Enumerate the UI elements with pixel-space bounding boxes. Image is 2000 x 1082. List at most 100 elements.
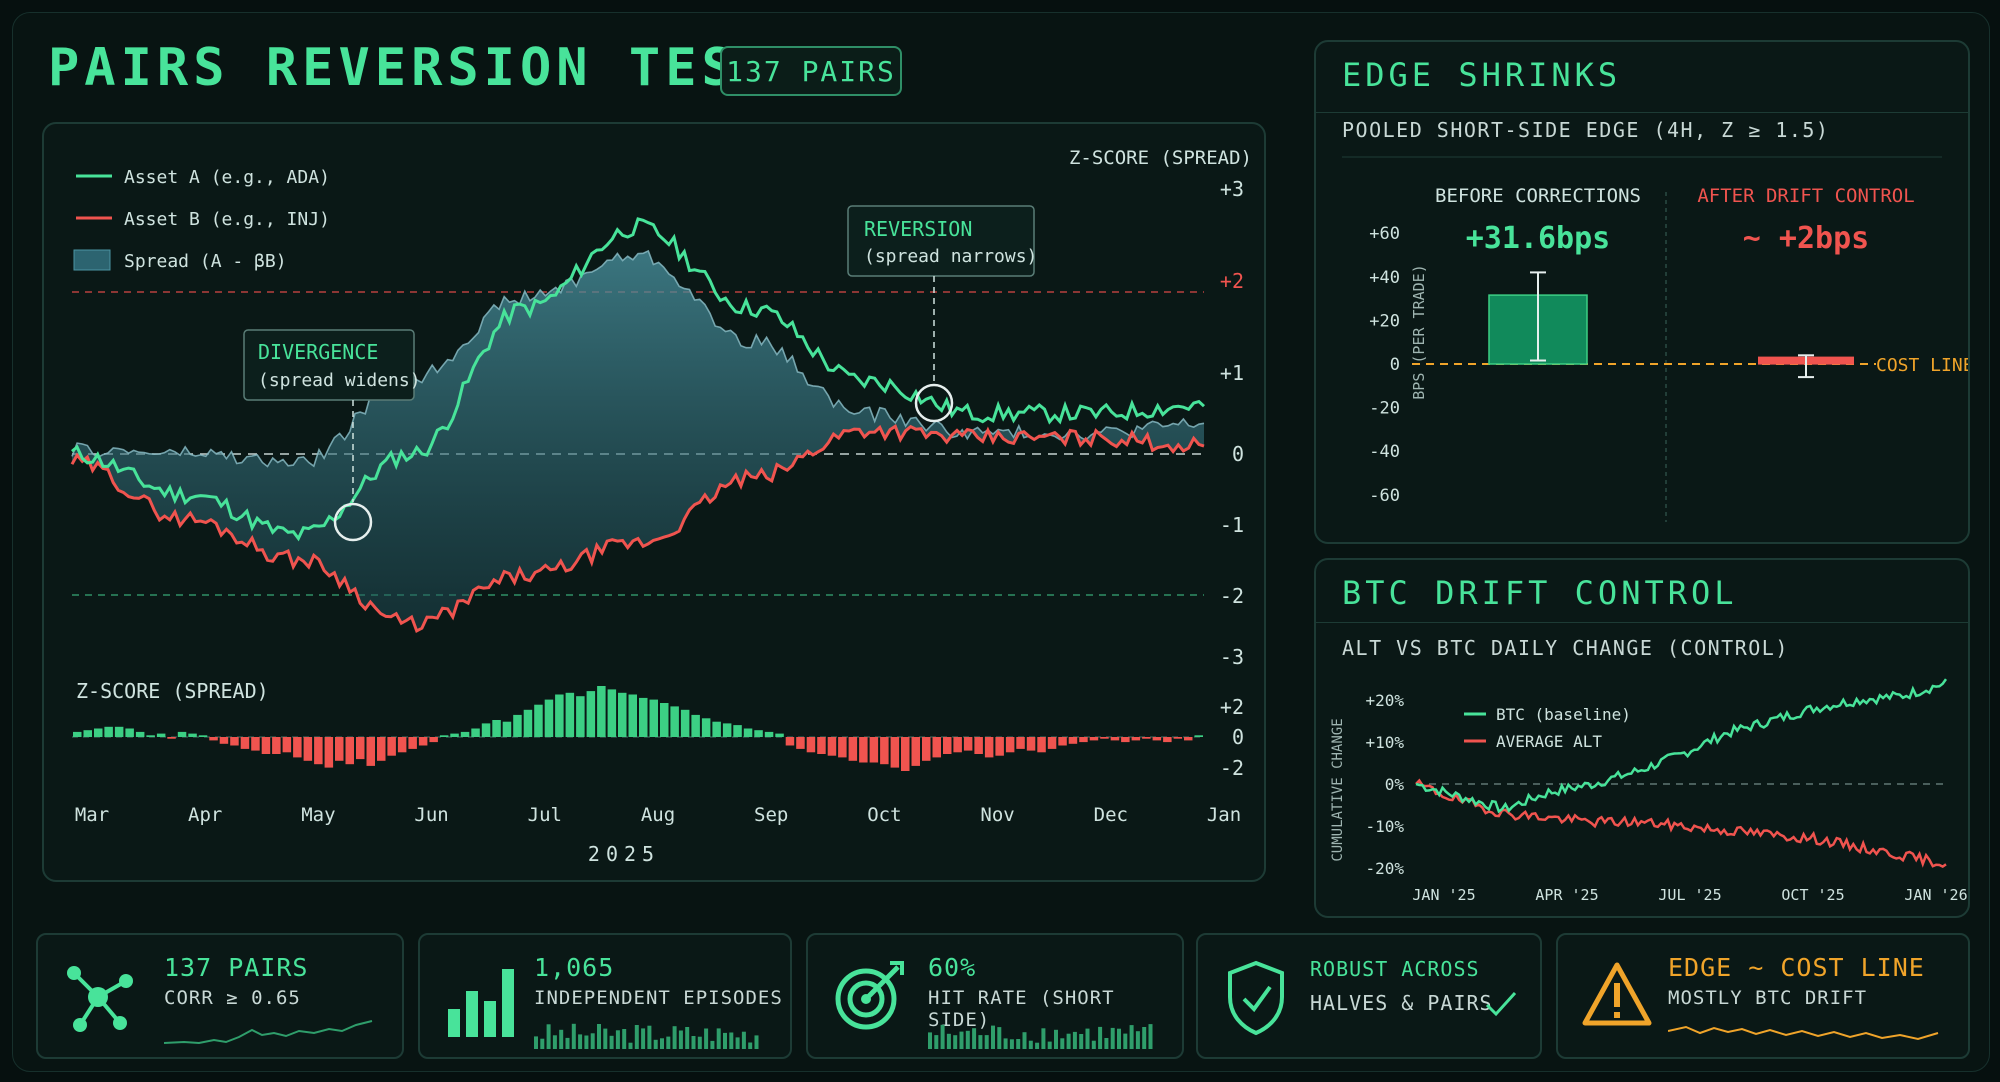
after-value: ~ +2bps (1743, 221, 1869, 256)
spark-bar (578, 1034, 583, 1049)
sub-bar (377, 737, 386, 761)
spark-bar (653, 1039, 658, 1049)
main-xtick: Aug (641, 804, 675, 826)
btc-ytick: -20% (1365, 859, 1404, 878)
sub-bar (460, 731, 470, 737)
edge-chart-svg: BPS (PER TRADE) +60 +40 +20 0 -20 -40 -60 BEFO… (1342, 156, 1968, 522)
sub-bar (261, 737, 271, 754)
sub-ytick-zero: 0 (1232, 725, 1244, 749)
sub-bar (146, 735, 155, 737)
spark-bar (991, 1025, 995, 1049)
sub-bar (335, 737, 344, 761)
sub-bar (439, 735, 449, 737)
btc-title-divider (1316, 622, 1968, 623)
spark-bar (1022, 1032, 1027, 1049)
spark-bar (672, 1026, 677, 1049)
tile-episodes-sparkbars (534, 1023, 759, 1049)
main-xtick: Oct (867, 804, 901, 826)
sub-bar (1131, 737, 1141, 741)
spark-bar (934, 1035, 939, 1049)
sub-bar (408, 737, 417, 749)
main-xtick: Jan (1207, 804, 1241, 826)
btc-ytick: 0% (1385, 775, 1405, 794)
edge-ytick: +40 (1369, 268, 1400, 288)
sub-bar (1089, 737, 1099, 741)
sub-bar (890, 737, 900, 768)
sub-bar (869, 737, 879, 763)
sub-bar (230, 737, 239, 746)
sub-bar (1037, 737, 1046, 753)
sub-bar (104, 726, 113, 737)
edge-ytick: 0 (1390, 355, 1400, 375)
sub-bar (471, 728, 480, 737)
sub-bar (1016, 737, 1025, 749)
ytick-plus3: +3 (1220, 177, 1244, 201)
main-xtick: Jun (414, 804, 448, 826)
ytick-minus2: -2 (1220, 584, 1244, 608)
sub-bar (83, 730, 92, 737)
reversion-sub: (spread narrows) (864, 246, 1037, 267)
tile-cost: EDGE ~ COST LINE MOSTLY BTC DRIFT (1556, 933, 1970, 1059)
sub-bar (827, 737, 837, 756)
pairs-badge: 137 PAIRS (720, 46, 902, 96)
spark-bar (965, 1030, 970, 1049)
edge-ytick: -60 (1369, 486, 1400, 506)
sub-bar (1152, 737, 1162, 741)
spark-bar (546, 1024, 551, 1049)
spread-line (71, 249, 1205, 468)
sub-bar (848, 737, 858, 761)
btc-xtick: OCT '25 (1781, 886, 1844, 904)
sub-bar (943, 737, 952, 754)
sub-bar (680, 709, 690, 737)
warning-icon (1582, 962, 1652, 1026)
edge-y-ticks: +60 +40 +20 0 -20 -40 -60 (1369, 224, 1400, 506)
sub-bar (775, 733, 784, 737)
before-value: +31.6bps (1466, 221, 1611, 256)
sub-bar (953, 737, 962, 753)
sub-bar (691, 714, 700, 737)
btc-xtick: JAN '26 (1904, 886, 1967, 904)
sub-bar (785, 737, 795, 746)
spark-bar (1098, 1026, 1103, 1049)
sub-bar (73, 731, 82, 737)
sub-bar (492, 720, 501, 737)
legend-spread: Spread (A - βB) (124, 251, 287, 272)
sub-bar (660, 703, 669, 737)
main-chart-panel: Asset A (e.g., ADA) Asset B (e.g., INJ) … (42, 122, 1266, 882)
sub-bar (303, 737, 313, 761)
tile-episodes: 1,065 INDEPENDENT EPISODES (418, 933, 792, 1059)
sub-bar (314, 737, 323, 765)
sub-bar (387, 737, 396, 756)
spark-bar (1047, 1041, 1052, 1049)
sub-bar (167, 737, 176, 739)
btc-xtick: JAN '25 (1412, 886, 1475, 904)
before-label: BEFORE CORRECTIONS (1435, 185, 1641, 207)
sub-bar (282, 737, 292, 753)
main-xtick: Jul (528, 804, 562, 826)
spark-bar (628, 1042, 633, 1049)
sub-bar (1173, 737, 1183, 739)
sub-chart-bars (73, 686, 1203, 771)
sub-bar (534, 704, 543, 737)
spark-bar (1085, 1028, 1090, 1049)
sub-bar (513, 714, 522, 737)
spark-bar (615, 1030, 620, 1049)
sub-bar (984, 737, 994, 758)
sub-bar (198, 735, 208, 737)
spark-bar (597, 1024, 601, 1049)
spark-bar (666, 1036, 671, 1049)
spark-bar (1041, 1028, 1046, 1049)
ytick-plus1: +1 (1220, 361, 1244, 385)
sub-bar (293, 737, 302, 758)
spark-bar (584, 1035, 589, 1049)
sub-bar (649, 699, 658, 737)
spark-bar (1054, 1029, 1058, 1049)
spark-bar (534, 1036, 538, 1049)
sub-bar (1026, 737, 1036, 751)
spark-bar (710, 1040, 715, 1049)
sub-bar (1121, 737, 1130, 743)
divergence-marker (333, 502, 373, 542)
target-icon (835, 961, 904, 1030)
divergence-annotation: DIVERGENCE (spread widens) (243, 329, 421, 542)
edge-ytick: -20 (1369, 399, 1400, 419)
